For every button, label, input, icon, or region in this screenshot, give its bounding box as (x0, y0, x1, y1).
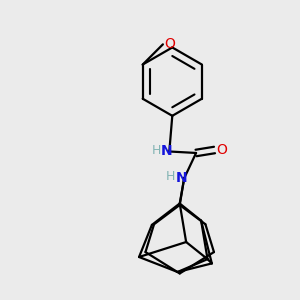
Text: O: O (164, 37, 175, 51)
Text: O: O (217, 143, 227, 157)
Text: H: H (152, 143, 161, 157)
Text: N: N (161, 145, 173, 158)
Text: H: H (166, 170, 175, 183)
Text: N: N (176, 171, 187, 185)
